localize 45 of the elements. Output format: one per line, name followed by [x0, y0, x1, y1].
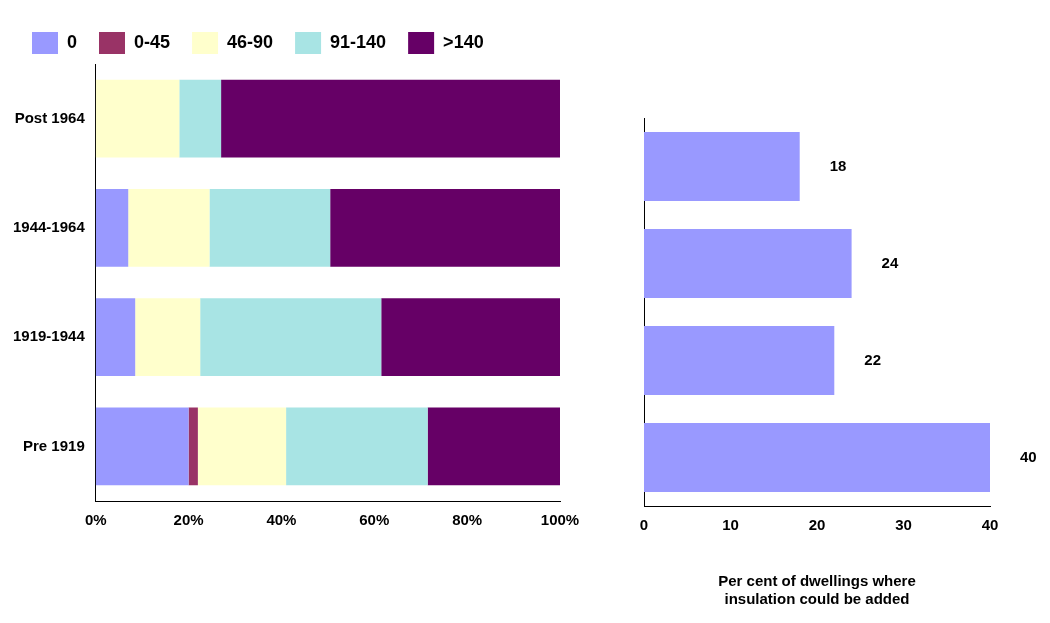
legend-label: >140	[443, 31, 484, 52]
legend-label: 46-90	[227, 31, 274, 52]
bar	[644, 422, 990, 493]
data-label: 40	[1020, 447, 1037, 465]
bar	[221, 79, 560, 158]
x-tick-label: 0	[639, 516, 649, 534]
bar	[427, 407, 560, 486]
bar	[644, 131, 800, 202]
x-tick-label: 30	[895, 516, 912, 534]
x-tick-label: 20%	[173, 511, 204, 529]
bar	[95, 407, 189, 486]
bar	[95, 79, 180, 158]
y-tick-label: 1944-1964	[13, 218, 86, 236]
bar	[330, 188, 560, 267]
x-tick-label: 0%	[84, 511, 107, 529]
data-label: 22	[864, 350, 881, 368]
bar	[135, 298, 201, 377]
bar	[209, 188, 331, 267]
y-tick-label: Pre 1919	[23, 436, 85, 454]
bar	[188, 407, 198, 486]
bar	[200, 298, 382, 377]
legend-label: 0	[67, 31, 78, 52]
bar	[128, 188, 210, 267]
legend-label: 0-45	[134, 31, 171, 52]
y-tick-label: Post 1964	[14, 108, 86, 126]
data-label: 18	[829, 156, 847, 174]
bar	[95, 188, 129, 267]
bar	[644, 325, 835, 396]
bar	[381, 298, 560, 377]
bar	[197, 407, 287, 486]
x-tick-label: 10	[722, 516, 739, 534]
y-tick-label: 1919-1944	[13, 327, 86, 345]
x-tick-label: 80%	[452, 511, 483, 529]
x-tick-label: 60%	[359, 511, 390, 529]
bar	[286, 407, 428, 486]
x-axis-title: Per cent of dwellings where insulation could be added	[718, 572, 916, 608]
bar	[179, 79, 222, 158]
x-tick-label: 100%	[540, 511, 580, 529]
bar	[95, 298, 136, 377]
data-label: 24	[881, 253, 899, 271]
bar	[644, 228, 852, 299]
x-tick-label: 40%	[266, 511, 297, 529]
x-tick-label: 20	[808, 516, 826, 534]
legend-label: 91-140	[330, 31, 387, 52]
x-tick-label: 40	[981, 516, 999, 534]
